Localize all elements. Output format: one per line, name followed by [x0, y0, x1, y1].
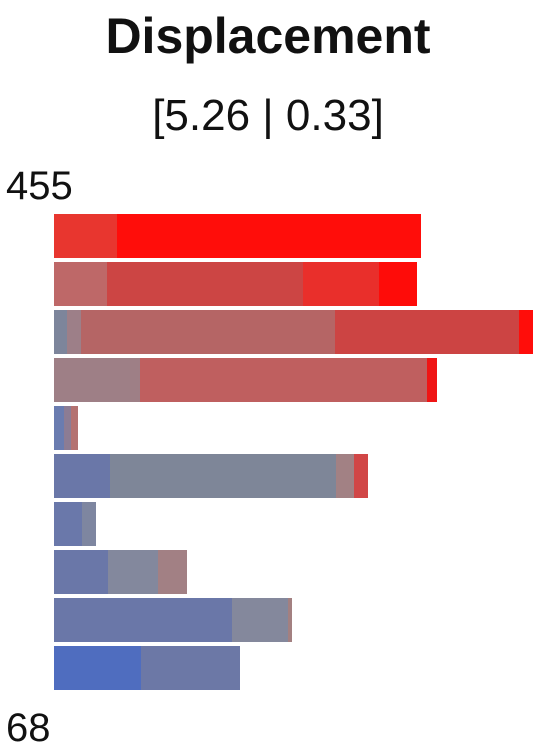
bar-segment-2-3 [303, 262, 379, 306]
bar-row-5 [54, 406, 78, 450]
bar-segment-5-3 [71, 406, 78, 450]
bar-segment-1-1 [54, 214, 117, 258]
bar-row-2 [54, 262, 417, 306]
bar-row-6 [54, 454, 368, 498]
bar-segment-2-1 [54, 262, 107, 306]
bar-segment-2-2 [107, 262, 303, 306]
bar-segment-3-5 [519, 310, 533, 354]
bar-segment-2-4 [379, 262, 417, 306]
chart-title: Displacement [105, 8, 431, 64]
bar-segment-9-1 [54, 598, 232, 642]
bar-segment-7-2 [82, 502, 96, 546]
bar-segment-8-1 [54, 550, 108, 594]
bar-segment-1-2 [117, 214, 421, 258]
bar-segment-4-1 [54, 358, 140, 402]
bar-segment-9-3 [288, 598, 292, 642]
bar-segment-3-2 [67, 310, 81, 354]
bar-row-1 [54, 214, 421, 258]
bar-segment-3-4 [335, 310, 519, 354]
bar-row-7 [54, 502, 96, 546]
bar-segment-3-1 [54, 310, 67, 354]
bar-segment-4-2 [140, 358, 427, 402]
bar-segment-10-2 [141, 646, 240, 690]
chart-subtitle: [5.26 | 0.33] [152, 91, 384, 140]
bar-segment-10-1 [54, 646, 141, 690]
bar-segment-3-3 [81, 310, 335, 354]
bar-segment-8-3 [158, 550, 187, 594]
bar-row-10 [54, 646, 240, 690]
bar-row-9 [54, 598, 292, 642]
bar-segment-6-2 [110, 454, 336, 498]
bar-segment-6-3 [336, 454, 354, 498]
bar-segment-7-1 [54, 502, 82, 546]
bar-segment-5-2 [64, 406, 71, 450]
bar-segment-5-1 [54, 406, 64, 450]
bar-segment-6-4 [354, 454, 368, 498]
bar-segment-9-2 [232, 598, 288, 642]
bar-segment-8-2 [108, 550, 158, 594]
bar-segment-6-1 [54, 454, 110, 498]
y-min-label: 68 [6, 706, 51, 750]
bar-row-3 [54, 310, 533, 354]
bar-row-4 [54, 358, 437, 402]
bar-row-8 [54, 550, 187, 594]
bar-segment-4-3 [427, 358, 437, 402]
y-max-label: 455 [6, 164, 73, 208]
